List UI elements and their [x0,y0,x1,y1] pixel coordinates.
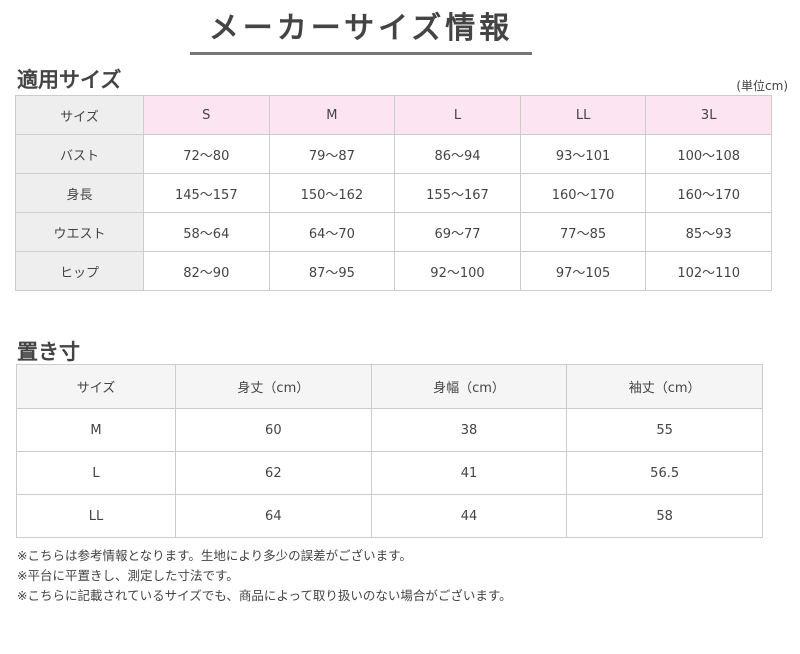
table-cell: 69〜77 [394,212,521,252]
table-cell: 55 [566,408,763,452]
page-title: メーカーサイズ情報 [190,10,532,55]
table-row: 身長 145〜157 150〜162 155〜167 160〜170 160〜170 [15,173,772,213]
table-header-row: サイズ 身丈（cm） 身幅（cm） 袖丈（cm） [16,364,763,409]
row-label: ウエスト [15,212,144,252]
header-cell: S [143,95,270,135]
table-cell: 155〜167 [394,173,521,213]
table-cell: 150〜162 [268,173,396,213]
table-row: LL 64 44 58 [16,494,763,538]
table-cell: 160〜170 [645,173,772,213]
table-row: L 62 41 56.5 [16,451,763,495]
row-label: 身長 [15,173,144,213]
section-heading-garment-measurements: 置き寸 [17,340,80,364]
notes: ※こちらは参考情報となります。生地により多少の誤差がございます。 ※平台に平置き… [17,546,512,606]
header-cell: 3L [645,95,772,135]
header-cell: L [394,95,521,135]
table-row: ウエスト 58〜64 64〜70 69〜77 77〜85 85〜93 [15,212,772,252]
section-heading-applicable-size: 適用サイズ [17,68,122,92]
table-row: ヒップ 82〜90 87〜95 92〜100 97〜105 102〜110 [15,251,772,291]
header-cell: サイズ [16,364,176,409]
unit-label: (単位cm) [736,79,788,93]
header-cell: 身丈（cm） [175,364,372,409]
table-cell: 41 [370,451,568,495]
table-cell: 100〜108 [645,134,772,174]
table-cell: 72〜80 [143,134,270,174]
table-cell: 97〜105 [519,251,647,291]
header-cell: 袖丈（cm） [566,364,763,409]
table-cell: 93〜101 [519,134,647,174]
table-row: バスト 72〜80 79〜87 86〜94 93〜101 100〜108 [15,134,772,174]
note: ※平台に平置きし、測定した寸法です。 [17,568,239,583]
table-cell: 79〜87 [268,134,396,174]
table-cell: 64 [175,494,372,538]
applicable-size-table: サイズ S M L LL 3L バスト 72〜80 79〜87 86〜94 93〜101 100〜10… [15,95,772,291]
table-row: M 60 38 55 [16,408,763,452]
table-cell: 102〜110 [645,251,772,291]
table-cell: 87〜95 [268,251,396,291]
table-cell: 60 [175,408,372,452]
table-header-row: サイズ S M L LL 3L [15,95,772,135]
table-cell: 86〜94 [394,134,521,174]
row-label: バスト [15,134,144,174]
table-cell: 145〜157 [143,173,270,213]
row-label: ヒップ [15,251,144,291]
note: ※こちらは参考情報となります。生地により多少の誤差がございます。 [17,548,412,563]
note: ※こちらに記載されているサイズでも、商品によって取り扱いのない場合がございます。 [17,588,512,603]
header-cell: M [268,95,396,135]
header-cell: LL [519,95,647,135]
garment-measurements-table: サイズ 身丈（cm） 身幅（cm） 袖丈（cm） M 60 38 55 L 62 41 56.5 LL 6… [16,364,763,538]
table-cell: 85〜93 [645,212,772,252]
header-cell: サイズ [15,95,144,135]
row-label: LL [16,494,176,538]
header-cell: 身幅（cm） [370,364,568,409]
row-label: M [16,408,176,452]
row-label: L [16,451,176,495]
table-cell: 56.5 [566,451,763,495]
table-cell: 58 [566,494,763,538]
table-cell: 92〜100 [394,251,521,291]
table-cell: 44 [370,494,568,538]
table-cell: 38 [370,408,568,452]
table-cell: 77〜85 [519,212,647,252]
table-cell: 160〜170 [519,173,647,213]
table-cell: 62 [175,451,372,495]
table-cell: 82〜90 [143,251,270,291]
table-cell: 58〜64 [143,212,270,252]
table-cell: 64〜70 [268,212,396,252]
